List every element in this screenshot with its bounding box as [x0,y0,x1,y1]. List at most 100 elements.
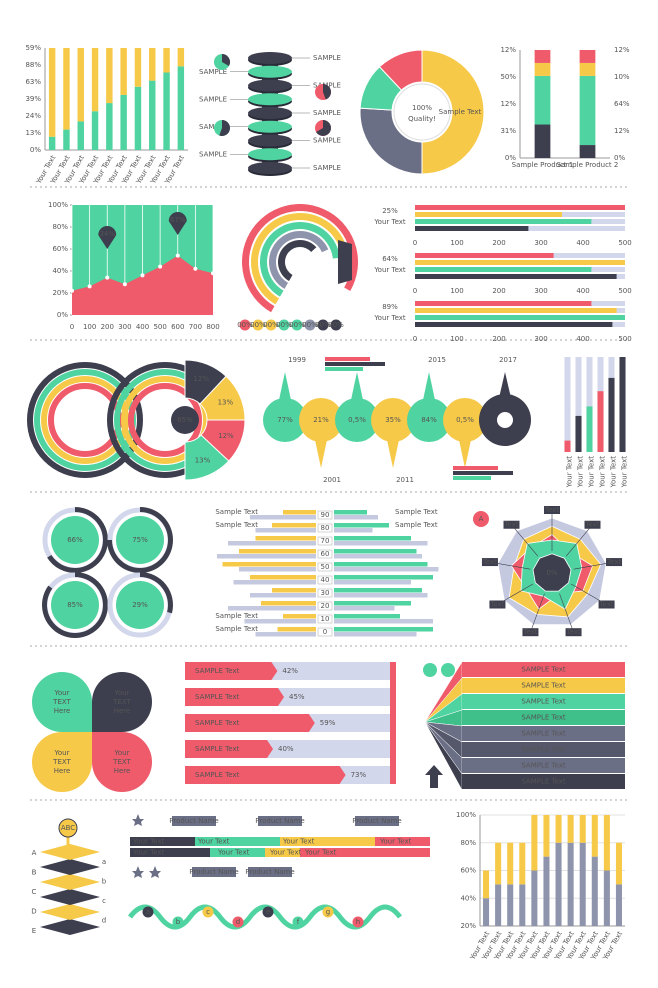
radar-label: Text [584,521,599,529]
bar [334,541,428,546]
radar-label: Text [598,601,613,609]
donut-label: Sample Text [439,108,482,116]
y-tick-label: 40 [321,576,330,584]
y-tick-label: 0% [57,311,68,319]
list-label: SAMPLE Text [521,666,566,674]
pin [168,212,187,235]
axis-label: 12% [614,46,630,54]
bar-segment [106,48,113,104]
spoke [511,524,539,557]
bar [334,536,411,541]
bar-segment [579,145,596,158]
track-text: Your Text [197,838,230,846]
list-label: SAMPLE Text [521,778,566,786]
wave-label: a [146,908,150,916]
bar-label: SAMPLE Text [195,693,240,701]
bar-segment [48,136,56,150]
bar [272,588,316,593]
x-tick-label: Your Text [599,456,607,489]
bar [334,549,417,554]
ring-stem [499,372,511,398]
tick-box [317,588,333,598]
y-tick-label: 10 [321,615,330,623]
bar-segment [543,815,550,857]
y-tick-label: 80 [321,524,330,532]
x-tick-label: Your Text [621,456,629,489]
right-label: d [102,917,106,925]
segment-label: 12% [193,375,209,383]
bar [255,528,316,533]
ring-fill [116,581,164,629]
label-box [503,520,520,529]
bar-segment [91,48,99,112]
bar [415,253,554,258]
layer [40,889,100,905]
bar-segment [579,50,596,63]
bubble [371,398,415,442]
top-label: ABC [61,824,75,832]
point [105,275,110,280]
y-tick-label: 30 [321,589,330,597]
bar-label: SAMPLE Text [195,719,240,727]
bar-segment [531,870,538,926]
bar-segment [77,121,84,150]
track [195,837,280,846]
name-box [258,816,302,826]
axis-label: 31% [500,127,516,135]
bar-label: SAMPLE Text [195,667,240,675]
label-box [584,520,601,529]
segment-label: 13% [218,399,234,407]
wave-label: c [206,908,210,916]
group-sub: Your Text [373,266,406,274]
axis-label: 0% [505,154,516,162]
y-tick-label: 80% [52,223,68,231]
bar [185,688,284,706]
bar [415,315,625,320]
arc-cap [338,240,352,284]
wave-dot [322,906,334,918]
legend-label: 00% [328,321,344,329]
value-label: 40% [278,745,294,753]
axis-label: 13% [25,129,41,137]
bar [334,515,378,520]
deco-bar [325,367,363,371]
radar-label: Text [606,558,621,566]
disc [248,79,292,92]
x-tick-label: 100 [450,335,463,343]
bar-segment [579,75,596,146]
y-tick-label: 60% [460,867,476,875]
y-tick-label: 70 [321,537,330,545]
bar [250,593,316,598]
disc [248,120,292,133]
track [280,837,375,846]
bar [415,322,613,327]
value-label: 45% [289,693,305,701]
list-label: SAMPLE Text [521,698,566,706]
wave-dot [172,916,184,928]
legend-dot [252,319,264,331]
bar [222,562,316,567]
bubble [263,398,307,442]
bar-track [564,357,571,452]
track-text: Your Text [132,838,165,846]
bar [283,510,316,515]
bar-track [586,357,593,452]
ring-label: 29% [132,601,148,609]
legend-dot [291,319,303,331]
disc [248,134,292,147]
bar-edge [390,662,396,784]
product-name: Product Name [169,817,218,825]
radar-label: Text [503,521,518,529]
stack-label: SAMPLE [199,68,227,76]
x-tick-label: Your Text [588,456,596,489]
ring-label: 85% [67,601,83,609]
deco-bar [453,476,491,480]
left-label: D [31,908,36,916]
label-box [489,600,506,609]
petal-text: Here [114,707,131,715]
name-box [172,816,216,826]
label-box [606,558,623,567]
tick-box [317,614,333,624]
bar [415,212,562,217]
track [265,848,300,857]
